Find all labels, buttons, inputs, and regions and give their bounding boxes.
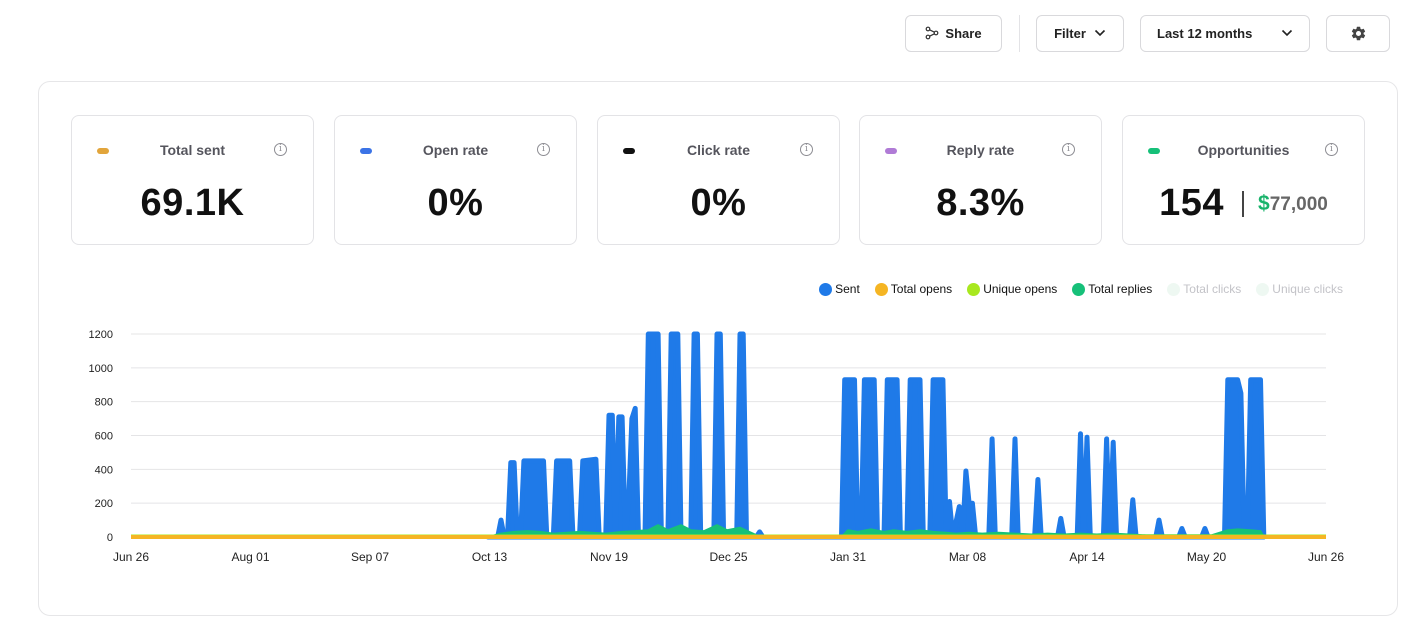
card-title: Total sent (159, 142, 226, 158)
legend-dot (1167, 282, 1181, 296)
info-icon[interactable]: i (274, 143, 287, 156)
x-tick-label: Apr 14 (1069, 550, 1105, 564)
opportunity-amount: $77,000 (1258, 192, 1328, 216)
legend-dot (874, 282, 888, 296)
value-divider (1242, 190, 1245, 217)
date-range-label: Last 12 months (1157, 25, 1253, 41)
series-area-sent (485, 331, 1267, 540)
card-value: 69.1K (140, 182, 245, 224)
legend-label: Total opens (890, 282, 953, 296)
x-tick-label: Jan 31 (830, 550, 866, 564)
filter-button[interactable]: Filter (1036, 14, 1124, 52)
x-tick-label: Sep 07 (351, 550, 389, 564)
card-value: 8.3% (936, 182, 1025, 224)
legend-label: Unique clicks (1272, 282, 1343, 296)
share-label: Share (945, 25, 982, 41)
card-value: 0% (690, 182, 747, 224)
date-range-select[interactable]: Last 12 months (1140, 14, 1310, 52)
card-title: Click rate (686, 142, 751, 158)
y-tick-label: 200 (95, 498, 113, 510)
card-value: 154 (1159, 182, 1225, 224)
y-tick-label: 0 (107, 532, 113, 544)
y-tick-label: 1200 (89, 329, 113, 341)
x-tick-label: May 20 (1187, 550, 1227, 564)
card-title: Open rate (422, 142, 489, 158)
stat-card-open-rate: Open rate i 0% (334, 115, 577, 245)
legend-item-total-clicks[interactable]: Total clicks (1167, 282, 1241, 296)
y-tick-label: 800 (95, 397, 113, 409)
currency-symbol: $ (1258, 191, 1270, 215)
toolbar: Share Filter Last 12 months (905, 14, 1390, 52)
info-icon[interactable]: i (800, 143, 813, 156)
x-tick-label: Aug 01 (231, 550, 269, 564)
info-icon[interactable]: i (1325, 143, 1338, 156)
card-color-dot (885, 148, 897, 154)
legend-dot (967, 282, 981, 296)
card-color-dot (1148, 148, 1160, 154)
info-icon[interactable]: i (1062, 143, 1075, 156)
filter-label: Filter (1054, 25, 1086, 41)
analytics-panel: Total sent i 69.1K Open rate i 0% Click … (38, 81, 1398, 616)
card-color-dot (360, 148, 372, 154)
card-color-dot (97, 148, 109, 154)
y-tick-label: 400 (95, 464, 113, 476)
share-button[interactable]: Share (905, 14, 1002, 52)
share-icon (926, 26, 939, 40)
x-tick-label: Jun 26 (1308, 550, 1344, 564)
legend-label: Total replies (1088, 282, 1153, 296)
stat-card-click-rate: Click rate i 0% (597, 115, 840, 245)
x-tick-label: Nov 19 (590, 550, 628, 564)
activity-chart: 0 200 400 600 800 1000 1200 Jun 26 Aug 01 Sep 07 O… (89, 329, 1345, 564)
x-tick-label: Dec 25 (709, 550, 747, 564)
legend-dot (819, 282, 833, 296)
card-title: Opportunities (1197, 142, 1290, 158)
x-tick-label: Oct 13 (472, 550, 508, 564)
legend-label: Total clicks (1183, 282, 1242, 296)
legend-item-total-opens[interactable]: Total opens (874, 282, 953, 296)
gear-icon (1351, 26, 1365, 40)
card-color-dot (623, 148, 635, 154)
chevron-down-icon (1281, 29, 1293, 37)
info-icon[interactable]: i (537, 143, 550, 156)
legend-item-sent[interactable]: Sent (819, 282, 860, 296)
stat-card-opportunities: Opportunities i 154 $77,000 (1122, 115, 1365, 245)
y-tick-label: 600 (95, 431, 113, 443)
opportunities-value-row: 154 $77,000 (1123, 182, 1364, 225)
toolbar-divider (1019, 14, 1020, 52)
x-tick-label: Mar 08 (949, 550, 987, 564)
legend-dot (1256, 282, 1270, 296)
legend-item-unique-clicks[interactable]: Unique clicks (1256, 282, 1343, 296)
y-tick-label: 1000 (89, 363, 113, 375)
stat-card-total-sent: Total sent i 69.1K (71, 115, 314, 245)
amount-value: 77,000 (1269, 193, 1328, 215)
card-value: 0% (427, 182, 484, 224)
legend-label: Sent (835, 282, 860, 296)
settings-button[interactable] (1326, 14, 1390, 52)
legend-item-total-replies[interactable]: Total replies (1072, 282, 1152, 296)
stat-card-reply-rate: Reply rate i 8.3% (859, 115, 1102, 245)
legend-item-unique-opens[interactable]: Unique opens (967, 282, 1057, 296)
chevron-down-icon (1094, 29, 1105, 37)
x-tick-label: Jun 26 (113, 550, 149, 564)
card-title: Reply rate (946, 142, 1015, 158)
legend-label: Unique opens (983, 282, 1058, 296)
legend-dot (1072, 282, 1086, 296)
chart-legend: Sent Total opens Unique opens Total repl… (804, 282, 1343, 296)
